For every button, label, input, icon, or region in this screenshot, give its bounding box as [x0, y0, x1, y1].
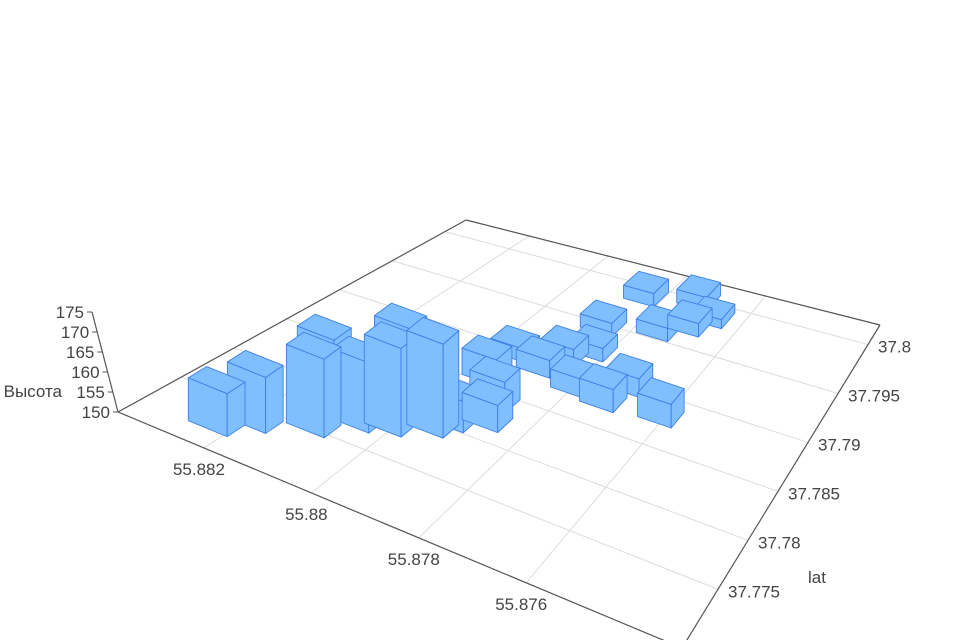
z-axis-title: Высота — [4, 382, 63, 401]
y-tick-label: 37.8 — [878, 338, 911, 357]
bar-face-side — [442, 330, 460, 439]
bar — [667, 299, 713, 338]
bar — [285, 331, 342, 439]
z-tick-label: 150 — [82, 403, 110, 422]
bar-face-top — [623, 270, 669, 295]
bar-face-top — [676, 274, 721, 299]
bar — [623, 270, 669, 308]
x-tick-label: 55.88 — [285, 505, 328, 524]
z-tick-label: 175 — [56, 303, 84, 322]
bars — [187, 270, 736, 439]
bar-face-top — [187, 366, 246, 395]
bar — [187, 366, 246, 438]
y-tick-label: 37.785 — [788, 484, 840, 503]
y-tick-label: 37.775 — [728, 582, 780, 601]
axis-line — [465, 219, 881, 326]
bar-face-top — [296, 313, 352, 341]
x-tick-label: 55.882 — [173, 460, 225, 479]
x-tick-label: 55.876 — [495, 595, 547, 614]
bar-face-top — [406, 316, 460, 345]
bar-face-top — [637, 377, 685, 405]
bar-face-top — [374, 302, 428, 330]
bar-face-front — [406, 330, 444, 439]
bar-face-front — [363, 333, 402, 438]
y-tick-label: 37.79 — [818, 435, 861, 454]
z-tick-label: 165 — [66, 343, 94, 362]
bar-face-top — [569, 323, 618, 350]
axis-line — [117, 219, 467, 413]
z-tick-label: 155 — [76, 383, 104, 402]
bar-face-front — [285, 343, 325, 439]
bar — [637, 377, 685, 429]
bar-face-top — [667, 299, 713, 325]
floor-edges — [91, 219, 881, 640]
bar — [461, 378, 514, 434]
axis-line — [117, 411, 665, 640]
bar-face-top — [226, 350, 284, 378]
z-axis-line — [91, 311, 119, 413]
bar-face-top — [469, 355, 521, 383]
bar-face-side — [323, 346, 342, 439]
y-axis-title: lat — [808, 568, 826, 587]
bar — [578, 363, 628, 414]
bar-face-top — [461, 378, 514, 406]
bar-face-top — [579, 299, 628, 324]
bar-face-top — [285, 331, 342, 360]
z-tick-label: 160 — [71, 363, 99, 382]
y-tick-label: 37.795 — [848, 387, 900, 406]
axis-line — [686, 324, 881, 640]
bar-face-top — [578, 363, 628, 391]
x-tick-label: 55.878 — [388, 550, 440, 569]
y-tick-label: 37.78 — [758, 533, 801, 552]
bar-face-top — [605, 352, 654, 380]
grid-line-lon — [311, 255, 609, 494]
z-tick-label: 170 — [61, 323, 89, 342]
bar-face-top — [515, 335, 566, 362]
grid-line-lon — [525, 295, 767, 584]
bar — [406, 316, 460, 439]
bar-face-top — [461, 334, 513, 361]
